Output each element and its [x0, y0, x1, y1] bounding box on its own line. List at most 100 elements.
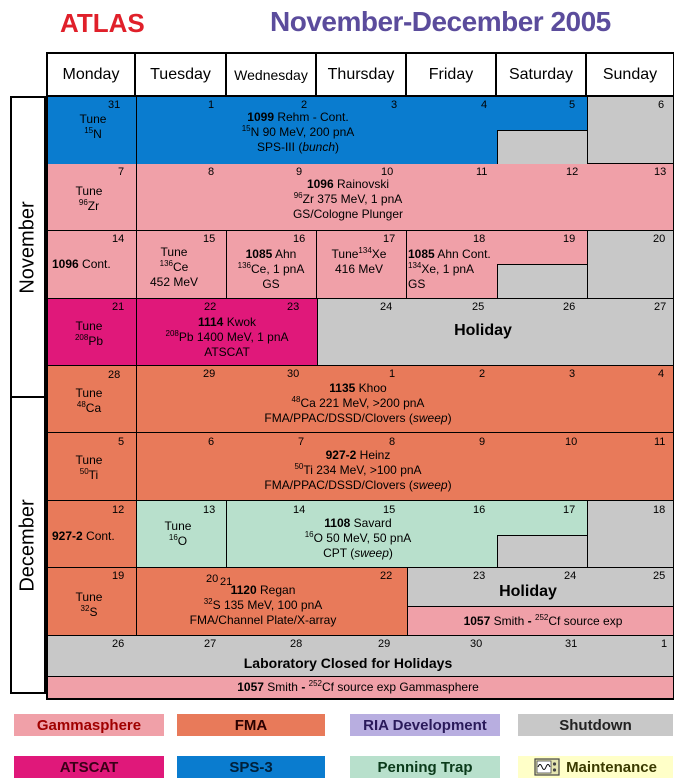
- event-block-shutdown-sunday: [587, 501, 673, 567]
- date-label: 28: [108, 369, 121, 381]
- experiment-info: 1096 Rainovski 96Zr 375 MeV, 1 pnA GS/Colo…: [292, 177, 404, 221]
- tune-label: Tune 96Zr: [75, 184, 103, 213]
- date-label: 4: [658, 368, 665, 380]
- experiment-info: 1099 Rehm - Cont. 15N 90 MeV, 200 pnA SPS-…: [241, 110, 355, 154]
- date-label: 15: [203, 233, 216, 245]
- date-label: 23: [287, 301, 300, 313]
- page-title: November-December 2005: [270, 6, 611, 37]
- date-label: 1: [389, 368, 396, 380]
- event-block-shutdown-sunday: [587, 97, 673, 164]
- event-block-atscat: [48, 299, 318, 365]
- date-label: 5: [569, 99, 576, 111]
- event-block-shutdown-sunday: [587, 231, 673, 298]
- tune-label: Tune 16O: [164, 519, 192, 548]
- date-label: 7: [298, 436, 305, 448]
- experiment-info: 1120 Regan 32S 135 MeV, 100 pnA FMA/Channe…: [189, 583, 337, 627]
- date-label: 3: [391, 99, 398, 111]
- legend-gammasphere: Gammasphere: [14, 714, 164, 736]
- date-label: 16: [293, 233, 306, 245]
- week-7: 12 13 14 15 16 17 18 927-2 Cont. Tune 16O…: [48, 501, 673, 568]
- date-label: 1: [208, 99, 215, 111]
- cell-divider: [136, 97, 137, 164]
- date-label: 2: [479, 368, 486, 380]
- cell-divider: [226, 231, 227, 298]
- tune-label: Tune 50Ti: [75, 453, 103, 482]
- date-label: 30: [287, 368, 300, 380]
- date-label: 17: [563, 504, 576, 516]
- date-label: 4: [481, 99, 488, 111]
- day-header-thursday: Thursday: [317, 54, 407, 96]
- source-experiment: 1057 Smith - 252Cf source exp: [463, 613, 623, 629]
- tune-label: Tune 136Ce 452 MeV: [149, 245, 199, 289]
- date-label: 29: [378, 638, 391, 650]
- date-label: 27: [654, 301, 667, 313]
- date-label: 28: [290, 638, 303, 650]
- tune-label: Tune 208Pb: [74, 319, 104, 348]
- experiment-info: 1085 Ahn Cont. 134Xe, 1 pnA GS: [408, 247, 491, 291]
- date-label: 25: [653, 570, 666, 582]
- date-label: 14: [293, 504, 306, 516]
- header-divider: [46, 95, 674, 97]
- cell-divider: [136, 299, 137, 365]
- week-5: 28 29 30 1 2 3 4 Tune 48Ca 1135 Khoo 48Ca …: [48, 366, 673, 433]
- date-label: 7: [118, 166, 125, 178]
- week-3: 14 15 16 17 18 19 20 1096 Cont. Tune 136C…: [48, 231, 673, 299]
- week-2: 7 8 9 10 11 12 13 Tune 96Zr 1096 Rainovsk…: [48, 164, 673, 231]
- cell-divider: [136, 231, 137, 298]
- tune-label: Tune134Xe 416 MeV: [331, 246, 387, 277]
- date-label: 20: [206, 573, 219, 585]
- cell-divider: [316, 231, 317, 298]
- date-label: 9: [296, 166, 303, 178]
- date-label: 12: [566, 166, 579, 178]
- date-label: 14: [112, 233, 125, 245]
- date-label: 19: [112, 570, 125, 582]
- date-label: 8: [389, 436, 396, 448]
- experiment-continued: 1096 Cont.: [52, 257, 111, 271]
- date-label: 10: [381, 166, 394, 178]
- day-header-friday: Friday: [407, 54, 497, 96]
- week-1: 31 1 2 3 4 5 6 Tune 15N 1099 Rehm - Cont.…: [48, 97, 673, 165]
- date-label: 10: [565, 436, 578, 448]
- week-6: 5 6 7 8 9 10 11 Tune 50Ti 927-2 Heinz 50Ti…: [48, 433, 673, 501]
- day-header-saturday: Saturday: [497, 54, 587, 96]
- atlas-logo-text: ATLAS: [60, 8, 145, 38]
- date-label: 25: [472, 301, 485, 313]
- cell-divider: [136, 164, 137, 230]
- calendar-frame: [46, 52, 674, 700]
- date-label: 24: [564, 570, 577, 582]
- week-9: 26 27 28 29 30 31 1 Laboratory Closed fo…: [48, 636, 673, 698]
- event-block-fma: [48, 568, 408, 635]
- week-8: 19 20 21 22 23 24 25 Tune 32S 1120 Regan 3…: [48, 568, 673, 636]
- date-label: 31: [108, 99, 121, 111]
- date-label: 22: [380, 570, 393, 582]
- date-label: 21: [112, 301, 125, 313]
- event-block-shutdown: [497, 130, 587, 164]
- day-header-tuesday: Tuesday: [136, 54, 227, 96]
- legend-shutdown: Shutdown: [518, 714, 673, 736]
- date-label: 11: [476, 166, 488, 178]
- tune-label: Tune 48Ca: [75, 386, 103, 415]
- tune-label: Tune 15N: [79, 112, 107, 141]
- date-label: 1: [661, 638, 668, 650]
- cell-divider: [136, 568, 137, 635]
- event-block-shutdown: [497, 264, 587, 298]
- date-label: 30: [470, 638, 483, 650]
- date-label: 3: [569, 368, 576, 380]
- month-label-december: December: [10, 396, 46, 694]
- date-label: 13: [654, 166, 667, 178]
- date-label: 21: [220, 576, 233, 588]
- legend-maintenance: Maintenance: [518, 756, 673, 778]
- experiment-info: 1135 Khoo 48Ca 221 MeV, >200 pnA FMA/PPAC/…: [264, 381, 452, 425]
- experiment-info: 1085 Ahn 136Ce, 1 pnA GS: [237, 247, 305, 291]
- date-label: 31: [565, 638, 578, 650]
- date-label: 11: [654, 436, 666, 448]
- week-4: 21 22 23 24 25 26 27 Tune 208Pb 1114 Kwok…: [48, 299, 673, 366]
- cell-divider: [136, 366, 137, 432]
- legend-fma: FMA: [177, 714, 325, 736]
- legend-ria-development: RIA Development: [350, 714, 500, 736]
- date-label: 26: [563, 301, 576, 313]
- date-label: 20: [653, 233, 666, 245]
- tune-label: Tune 32S: [75, 590, 103, 619]
- date-label: 24: [380, 301, 393, 313]
- experiment-info: 1114 Kwok 208Pb 1400 MeV, 1 pnA ATSCAT: [165, 315, 289, 359]
